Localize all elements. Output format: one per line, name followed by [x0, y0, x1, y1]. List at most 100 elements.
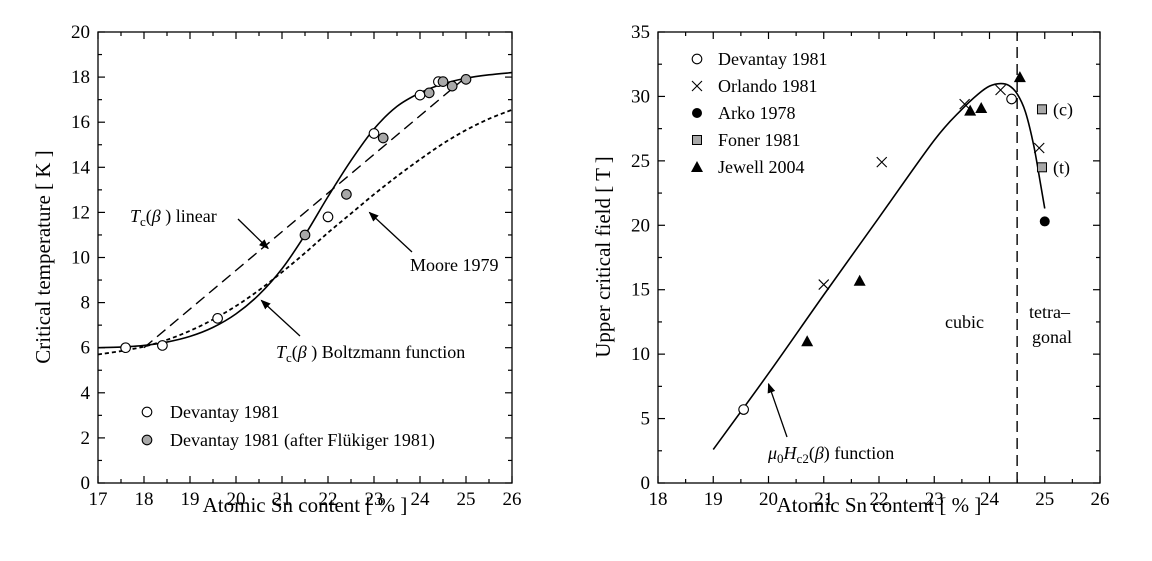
point-label: (c) — [1053, 99, 1073, 120]
right-legend-label-jewell: Jewell 2004 — [718, 157, 804, 177]
right-point-cross — [959, 98, 971, 110]
left-point-gray-circle — [446, 80, 458, 92]
x-tick-label: 21 — [814, 489, 833, 510]
y-tick-label: 2 — [81, 428, 91, 449]
right-plot-frame — [657, 31, 1101, 484]
right-legend-label-arko: Arko 1978 — [718, 103, 796, 123]
tc-linear-arrow — [237, 218, 269, 250]
right-point-filled-triangle — [801, 335, 814, 347]
right-point-filled-triangle — [1013, 71, 1026, 83]
right-y-axis-title: Upper critical field [ T ] — [591, 156, 615, 358]
y-tick-label: 0 — [81, 473, 91, 494]
left-legend-marker-open-circle — [141, 406, 153, 418]
right-curve-solid — [712, 82, 1046, 450]
right-legend: Devantay 1981 Orlando 1981 Arko 1978 Fon… — [691, 49, 827, 177]
left-point-open-circle — [120, 342, 131, 354]
right-point-cross — [995, 84, 1006, 96]
right-point-gray-square — [1036, 162, 1047, 173]
x-tick-label: 19 — [704, 489, 723, 510]
y-tick-label: 30 — [631, 86, 650, 107]
right-legend-label-devantay: Devantay 1981 — [718, 49, 827, 69]
left-point-gray-circle — [377, 132, 389, 144]
left-point-open-circle — [322, 211, 334, 223]
right-y-tick-labels: 0 5 10 15 20 25 30 35 — [631, 22, 650, 494]
right-point-filled-triangle — [975, 102, 988, 114]
right-legend-marker-triangle — [691, 161, 703, 172]
right-point-open-circle — [738, 404, 749, 415]
y-tick-label: 8 — [81, 293, 91, 314]
y-tick-label: 18 — [71, 67, 90, 88]
y-tick-label: 4 — [81, 383, 91, 404]
upper-critical-field-chart: 18 19 20 21 22 23 24 25 26 0 5 10 15 20 25 30 35 (c) (t)… — [591, 22, 1110, 517]
right-legend-marker-cross — [691, 80, 703, 92]
left-x-axis-title: Atomic Sn content [ % ] — [203, 493, 408, 517]
left-legend-label-devantay: Devantay 1981 — [170, 402, 279, 422]
x-tick-label: 18 — [135, 489, 154, 510]
right-point-filled-triangle — [853, 274, 866, 286]
tc-boltzmann-label: Tc(β ) Boltzmann function — [276, 342, 465, 365]
y-tick-label: 35 — [631, 22, 650, 43]
x-tick-label: 19 — [181, 489, 200, 510]
left-point-gray-circle — [341, 189, 352, 200]
tc-boltzmann-arrow — [260, 299, 301, 337]
left-curve-dashed — [143, 76, 467, 349]
y-tick-label: 6 — [81, 338, 91, 359]
moore-label: Moore 1979 — [410, 255, 499, 275]
tc-linear-label: Tc(β ) linear — [130, 206, 217, 229]
x-tick-label: 26 — [1091, 489, 1110, 510]
right-point-cross — [1033, 142, 1045, 154]
left-point-gray-circle — [437, 76, 449, 87]
right-legend-marker-open-circle — [691, 53, 703, 65]
left-x-tick-labels: 17 18 19 20 21 22 23 24 25 26 — [89, 489, 522, 510]
left-legend-marker-gray-circle — [141, 434, 153, 446]
x-tick-label: 17 — [89, 489, 108, 510]
right-legend-label-foner: Foner 1981 — [718, 130, 801, 150]
x-tick-label: 22 — [319, 489, 338, 510]
y-tick-label: 0 — [641, 473, 651, 494]
y-tick-label: 14 — [71, 157, 91, 178]
right-point-filled-triangle — [964, 104, 977, 116]
left-point-open-circle — [368, 128, 380, 139]
right-point-cross — [818, 279, 830, 290]
y-tick-label: 10 — [631, 344, 650, 365]
left-curve-dotted — [97, 108, 513, 356]
right-legend-marker-filled-circle — [692, 108, 702, 118]
left-point-gray-circle — [299, 229, 311, 241]
y-tick-label: 15 — [631, 280, 650, 301]
x-tick-label: 25 — [1035, 489, 1054, 510]
x-tick-label: 25 — [457, 489, 476, 510]
left-data-points — [120, 74, 472, 354]
left-point-open-circle — [157, 340, 168, 351]
right-point-cross — [876, 156, 888, 168]
y-tick-label: 12 — [71, 202, 90, 223]
x-tick-label: 24 — [411, 489, 431, 510]
point-label: (t) — [1053, 157, 1070, 178]
y-tick-label: 10 — [71, 248, 90, 269]
hc2-arrow — [767, 382, 788, 438]
hc2-label: μ0Hc2(β) function — [767, 443, 894, 466]
x-tick-label: 20 — [759, 489, 778, 510]
tetragonal-label-line1: tetra– — [1029, 302, 1071, 322]
left-axis-ticks — [97, 31, 513, 484]
cubic-label: cubic — [945, 312, 984, 332]
right-legend-marker-gray-square — [692, 135, 702, 145]
x-tick-label: 23 — [925, 489, 944, 510]
left-legend: Devantay 1981 Devantay 1981 (after Flüki… — [141, 402, 435, 451]
x-tick-label: 22 — [870, 489, 889, 510]
right-point-gray-square — [1036, 104, 1047, 115]
right-point-filled-circle — [1039, 216, 1050, 227]
right-x-axis-title: Atomic Sn content [ % ] — [777, 493, 982, 517]
left-y-tick-labels: 0 2 4 6 8 10 12 14 16 18 20 — [71, 22, 91, 494]
right-x-tick-labels: 18 19 20 21 22 23 24 25 26 — [649, 489, 1110, 510]
right-curves — [712, 32, 1046, 483]
x-tick-label: 23 — [365, 489, 384, 510]
y-tick-label: 16 — [71, 112, 90, 133]
left-point-gray-circle — [460, 74, 472, 85]
x-tick-label: 18 — [649, 489, 668, 510]
moore-arrow — [368, 211, 413, 253]
right-point-labels: (c) (t) — [1053, 99, 1073, 178]
y-tick-label: 5 — [641, 409, 651, 430]
tetragonal-label-line2: gonal — [1032, 327, 1072, 347]
x-tick-label: 24 — [980, 489, 1000, 510]
